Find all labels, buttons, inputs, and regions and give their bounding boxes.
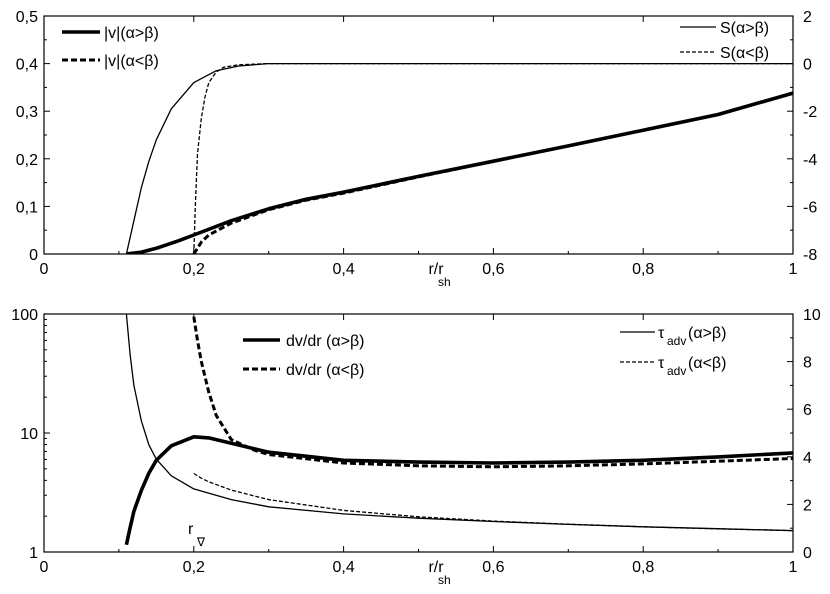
x-axis-label-subscript: sh [438, 573, 451, 587]
x-tick-label: 1 [789, 261, 798, 278]
y-left-tick-label: 100 [11, 307, 38, 324]
legend-label: S(α<β) [720, 45, 769, 62]
annotation-label: r [188, 521, 194, 538]
y-left-tick-label: 0 [29, 247, 38, 264]
series-line-tau_lt [193, 472, 793, 532]
x-axis-label: r/r [428, 261, 444, 278]
series-line-dv_gt [124, 434, 793, 546]
y-left-tick-label: 0,1 [16, 199, 38, 216]
y-right-tick-label: 8 [803, 355, 812, 372]
y-right-tick-label: 4 [803, 450, 812, 467]
y-right-tick-label: 6 [803, 402, 812, 419]
x-tick-label: 0,4 [332, 559, 354, 576]
annotation-subscript: ∇ [196, 535, 206, 549]
legend-label-subscript: adv [667, 334, 686, 348]
legend-label: dv/dr (α>β) [286, 333, 364, 350]
legend-label-subscript: adv [667, 364, 686, 378]
series-line-v_gt [126, 91, 793, 254]
y-left-tick-label: 1 [29, 545, 38, 562]
legend-label: |v|(α<β) [104, 53, 159, 70]
series-line-s_gt [125, 62, 793, 254]
y-right-tick-label: -8 [803, 247, 817, 264]
y-right-tick-label: 2 [803, 497, 812, 514]
y-left-tick-label: 0,5 [16, 9, 38, 26]
y-right-tick-label: -4 [803, 152, 817, 169]
y-left-tick-label: 10 [20, 426, 38, 443]
x-tick-label: 0,8 [632, 559, 654, 576]
x-tick-label: 0,4 [332, 261, 354, 278]
legend-label: τ [658, 325, 665, 342]
legend-label: |v|(α>β) [104, 25, 159, 42]
y-left-tick-label: 0,3 [16, 104, 38, 121]
x-tick-label: 1 [789, 559, 798, 576]
legend-label: (α>β) [688, 325, 726, 342]
x-tick-label: 0 [40, 261, 49, 278]
x-tick-label: 0,2 [183, 559, 205, 576]
x-tick-label: 0,2 [183, 261, 205, 278]
y-left-tick-label: 0,2 [16, 152, 38, 169]
y-right-tick-label: 2 [803, 9, 812, 26]
x-tick-label: 0,8 [632, 261, 654, 278]
y-right-tick-label: 0 [803, 545, 812, 562]
legend-label: dv/dr (α<β) [286, 362, 364, 379]
series-line-tau_gt [125, 314, 793, 532]
x-tick-label: 0 [40, 559, 49, 576]
series-line-v_lt [192, 91, 793, 254]
y-right-tick-label: 0 [803, 57, 812, 74]
x-axis-label: r/r [428, 559, 444, 576]
series-line-s_lt [193, 62, 793, 254]
bottom-panel: 0 0,2 0,4 0,6 0,8 1 r/rsh 1 10 100 0 2 4 6 8 10 dv/dr (α… [11, 307, 821, 587]
y-right-tick-label: 10 [803, 307, 821, 324]
x-tick-label: 0,6 [482, 559, 504, 576]
legend-label: S(α>β) [720, 20, 769, 37]
legend-label: τ [658, 355, 665, 372]
top-panel: 0 0,2 0,4 0,6 0,8 1 r/rsh 0 0,1 0,2 0,3 0,4 0,5 -8 -6 -… [16, 9, 818, 289]
legend-label: (α<β) [688, 355, 726, 372]
y-right-tick-label: -2 [803, 104, 817, 121]
y-right-tick-label: -6 [803, 199, 817, 216]
series-line-dv_lt [192, 316, 793, 469]
x-tick-label: 0,6 [482, 261, 504, 278]
y-left-tick-label: 0,4 [16, 57, 38, 74]
x-axis-label-subscript: sh [438, 275, 451, 289]
